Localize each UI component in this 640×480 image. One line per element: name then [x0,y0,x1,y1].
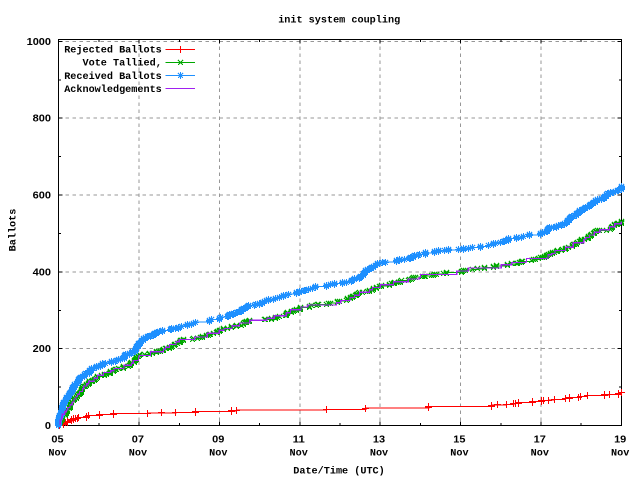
svg-text:Rejected Ballots: Rejected Ballots [64,44,162,56]
svg-text:200: 200 [33,344,52,355]
svg-text:13: 13 [373,435,386,446]
svg-text:Date/Time (UTC): Date/Time (UTC) [293,466,385,478]
svg-text:Nov: Nov [531,449,549,460]
svg-text:15: 15 [453,435,466,446]
svg-text:Received Ballots: Received Ballots [64,71,162,83]
svg-text:Nov: Nov [290,449,308,460]
svg-text:07: 07 [132,435,145,446]
svg-text:09: 09 [212,435,225,446]
svg-text:init system coupling: init system coupling [278,15,400,27]
svg-text:Nov: Nov [129,449,147,460]
svg-text:800: 800 [33,114,52,125]
svg-text:1000: 1000 [27,37,52,48]
svg-text:Nov: Nov [209,449,227,460]
svg-text:05: 05 [51,435,64,446]
svg-text:Acknowledgements: Acknowledgements [64,84,162,96]
svg-text:Vote Tallied,: Vote Tallied, [83,58,162,70]
svg-text:Ballots: Ballots [8,209,20,252]
svg-text:Nov: Nov [450,449,468,460]
svg-text:17: 17 [534,435,547,446]
svg-text:19: 19 [614,435,627,446]
svg-text:Nov: Nov [611,449,629,460]
svg-text:0: 0 [45,421,51,432]
svg-text:400: 400 [33,267,52,278]
svg-text:600: 600 [33,191,52,202]
svg-text:Nov: Nov [48,449,66,460]
svg-text:11: 11 [293,435,306,446]
svg-text:Nov: Nov [370,449,388,460]
